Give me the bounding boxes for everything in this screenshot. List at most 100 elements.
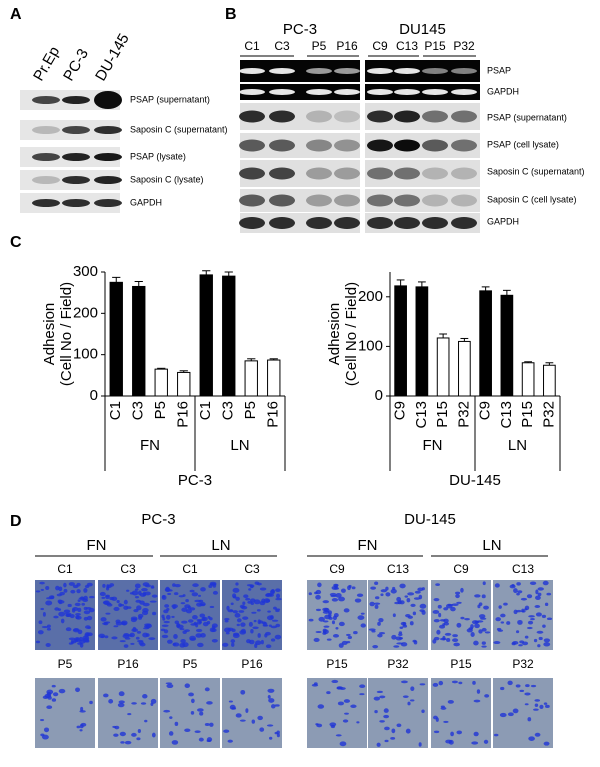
cell	[235, 713, 242, 718]
cell	[192, 615, 198, 620]
cell	[472, 680, 476, 685]
group-title: DU145	[399, 21, 446, 38]
cell	[152, 611, 157, 616]
cell	[268, 698, 275, 703]
cell	[257, 715, 263, 721]
lane-label: C3	[274, 39, 290, 53]
micrograph	[160, 678, 220, 748]
cell	[499, 712, 507, 718]
image-label: P32	[512, 657, 534, 671]
cell	[144, 591, 151, 596]
cell	[484, 694, 490, 698]
x-tick-label: P15	[434, 401, 451, 428]
cell	[418, 594, 423, 600]
cell	[239, 630, 247, 635]
x-tick-label: P32	[455, 401, 472, 428]
cell	[87, 626, 92, 629]
cell	[176, 624, 184, 629]
cell	[142, 602, 150, 607]
blot-band	[239, 89, 265, 95]
cell	[483, 605, 489, 610]
cell	[534, 699, 541, 702]
cell	[245, 597, 251, 601]
cell	[534, 732, 541, 737]
blot-band	[334, 217, 360, 229]
cell	[373, 696, 381, 701]
cell	[452, 638, 459, 643]
cell	[231, 642, 235, 647]
error-bar	[524, 361, 533, 363]
cell	[275, 588, 281, 593]
cell	[322, 628, 327, 633]
cell	[254, 581, 260, 585]
cell	[188, 692, 194, 697]
cell	[124, 740, 132, 745]
cell	[513, 588, 518, 594]
cell	[323, 625, 330, 628]
blot-band	[62, 126, 90, 134]
cell	[398, 633, 403, 637]
cell	[101, 596, 106, 599]
cell	[123, 644, 129, 648]
cell	[476, 689, 481, 694]
cell	[524, 703, 529, 706]
x-axis-label: DU-145	[449, 472, 501, 489]
image-label: C1	[182, 562, 198, 576]
blot-band	[334, 139, 360, 152]
blot-band	[62, 176, 90, 184]
cell	[543, 741, 550, 746]
cell	[257, 633, 261, 638]
cell	[35, 590, 41, 593]
cell	[51, 684, 56, 688]
error-bar	[502, 289, 511, 296]
cell	[222, 642, 229, 647]
blot-band	[451, 110, 477, 123]
cell	[134, 583, 141, 589]
cell	[438, 680, 444, 686]
cell	[181, 620, 188, 624]
cell	[253, 599, 261, 605]
lane-label: C13	[396, 39, 418, 53]
cell	[374, 710, 378, 714]
cell	[209, 627, 216, 633]
blot-band	[239, 167, 265, 180]
x-tick-label: C3	[220, 401, 237, 420]
cell	[208, 584, 213, 589]
cell	[169, 716, 173, 719]
blot-band	[451, 167, 477, 180]
blot-band	[306, 68, 332, 74]
cell	[187, 619, 194, 623]
cell	[191, 592, 199, 597]
cell	[524, 635, 529, 639]
cell	[119, 731, 126, 737]
cell	[438, 612, 442, 618]
cell	[83, 588, 88, 593]
bar	[244, 360, 258, 397]
cell	[335, 734, 342, 737]
cell	[458, 681, 463, 685]
cell	[481, 594, 486, 599]
cell	[524, 605, 530, 611]
cell	[230, 639, 236, 643]
cell	[520, 597, 528, 601]
blot-band	[422, 139, 448, 152]
cell	[391, 634, 397, 640]
cell	[334, 587, 339, 590]
cell	[123, 599, 128, 605]
error-bar	[179, 370, 188, 373]
cell	[73, 639, 78, 642]
cell	[106, 603, 113, 607]
blot-band	[239, 217, 265, 229]
cell	[452, 634, 458, 638]
cell	[68, 642, 73, 645]
cell	[442, 623, 446, 626]
cell	[484, 631, 491, 634]
cell	[68, 637, 76, 641]
cell	[530, 617, 535, 621]
cell	[140, 702, 147, 705]
cell	[74, 602, 81, 607]
condition-label: FN	[358, 537, 378, 554]
cell	[88, 607, 95, 613]
cell	[433, 619, 440, 623]
cell	[181, 607, 188, 612]
